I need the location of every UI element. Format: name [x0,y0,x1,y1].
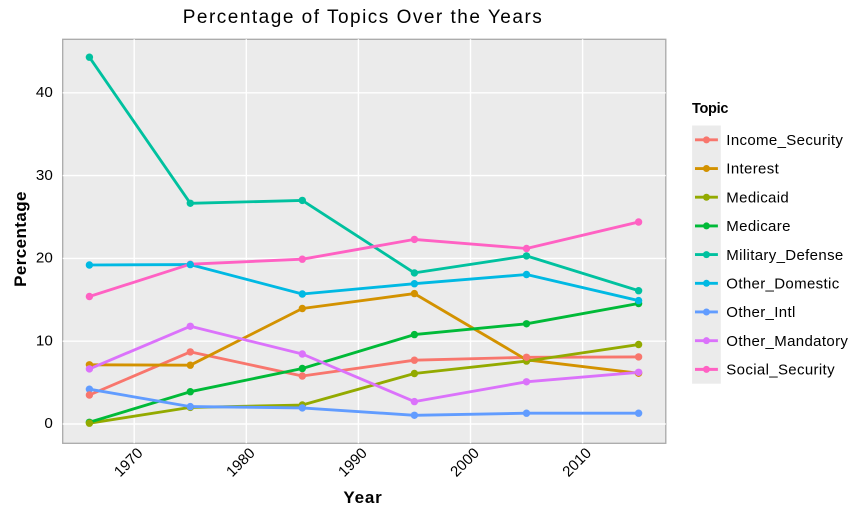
svg-text:Other_Mandatory: Other_Mandatory [726,333,848,350]
svg-text:Percentage: Percentage [11,191,30,287]
svg-text:20: 20 [36,250,53,267]
svg-text:0: 0 [44,415,52,432]
svg-text:Social_Security: Social_Security [726,362,835,379]
svg-text:10: 10 [36,332,53,349]
svg-text:Military_Defense: Military_Defense [726,247,843,264]
svg-text:Income_Security: Income_Security [726,132,843,149]
svg-text:Medicaid: Medicaid [726,189,789,206]
svg-text:Other_Domestic: Other_Domestic [726,275,839,292]
svg-text:Topic: Topic [692,101,728,117]
svg-text:Medicare: Medicare [726,218,791,235]
svg-text:Year: Year [343,488,382,507]
svg-text:Other_Intl: Other_Intl [726,304,795,321]
svg-text:30: 30 [36,167,53,184]
svg-text:40: 40 [36,84,53,101]
svg-text:Interest: Interest [726,161,779,178]
svg-text:Percentage of Topics Over the: Percentage of Topics Over the Years [183,7,544,28]
